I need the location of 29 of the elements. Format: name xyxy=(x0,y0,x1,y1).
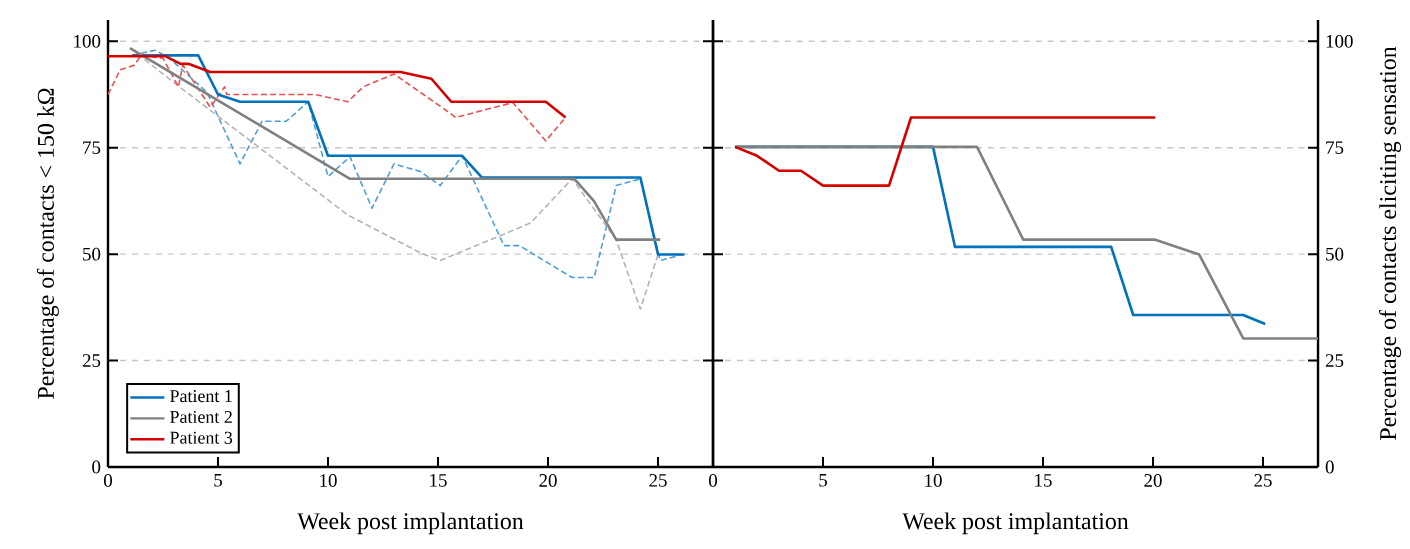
y-tick-label: 25 xyxy=(1325,354,1344,367)
y-tick-label: 50 xyxy=(1326,247,1344,261)
x-axis-title: Week post implantation xyxy=(902,512,1129,535)
legend-label: Patient 2 xyxy=(170,410,232,423)
x-axis-title: Week post implantation xyxy=(297,512,524,535)
y-tick-label: 75 xyxy=(1326,141,1344,155)
y-axis-title: Percentage of contacts < 150 kΩ xyxy=(36,88,59,399)
x-tick-label: 15 xyxy=(1035,474,1052,487)
legend-label: Patient 3 xyxy=(170,431,233,444)
x-tick-label: 5 xyxy=(819,474,827,487)
y-tick-label: 100 xyxy=(74,34,101,48)
x-tick-label: 5 xyxy=(214,474,222,487)
x-tick-label: 25 xyxy=(649,474,667,487)
y-tick-label: 75 xyxy=(83,141,101,155)
y-tick-label: 100 xyxy=(1326,34,1353,48)
x-tick-label: 10 xyxy=(925,474,942,487)
y-axis-title: Percentage of contacts eliciting sensation xyxy=(1379,46,1402,440)
y-tick-label: 25 xyxy=(82,354,101,367)
x-tick-label: 15 xyxy=(430,474,447,487)
y-tick-label: 50 xyxy=(83,247,101,261)
x-tick-label: 0 xyxy=(708,474,718,487)
x-tick-label: 10 xyxy=(320,474,337,487)
x-tick-label: 25 xyxy=(1254,474,1272,487)
legend-label: Patient 1 xyxy=(170,390,232,403)
x-tick-label: 20 xyxy=(1144,474,1162,487)
x-tick-label: 20 xyxy=(539,474,557,487)
x-tick-label: 0 xyxy=(103,474,113,487)
y-tick-label: 0 xyxy=(92,460,101,474)
y-tick-label: 0 xyxy=(1325,460,1334,474)
